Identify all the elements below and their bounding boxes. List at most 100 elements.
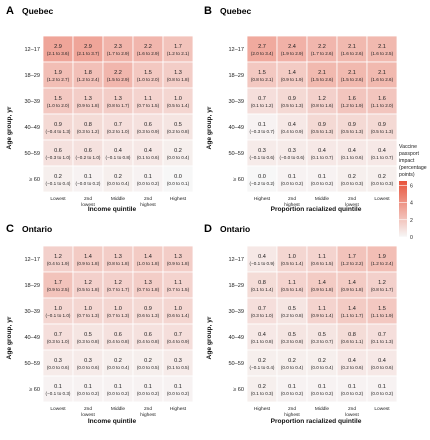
cell-ci-label: (0.4 to 0.8)	[137, 339, 160, 344]
cell-ci-label: (0.0 to 0.4)	[281, 365, 304, 370]
panel-d-heatmap: 0.4(−0.1 to 0.9)1.0(0.5 to 1.4)1.1(0.6 t…	[228, 245, 398, 418]
y-tick-label: 12–17	[24, 47, 40, 53]
cell-value-label: 1.2	[84, 280, 92, 286]
x-tick-label: highest	[140, 202, 156, 208]
heatmap-cell	[366, 349, 398, 377]
cell-value-label: 0.2	[348, 174, 356, 180]
y-tick-label: 12–17	[228, 257, 244, 263]
panel-a-title: Quebec	[22, 6, 53, 16]
cell-ci-label: (0.0 to 0.1)	[167, 181, 190, 186]
cell-value-label: 1.3	[114, 96, 122, 102]
heatmap-cell	[276, 165, 308, 193]
cell-ci-label: (2.1 to 3.6)	[47, 51, 70, 56]
cell-ci-label: (0.1 to 1.3)	[371, 339, 394, 344]
cell-value-label: 0.9	[288, 96, 296, 102]
x-tick-label: 2nd	[84, 196, 92, 202]
cell-value-label: 0.2	[378, 174, 386, 180]
cell-value-label: 1.4	[348, 280, 356, 286]
cell-value-label: 0.3	[174, 358, 182, 364]
y-tick-label: ≥ 60	[233, 177, 244, 183]
heatmap-cell	[72, 113, 104, 141]
cell-ci-label: (0.3 to 0.9)	[137, 129, 160, 134]
x-tick-label: Lowest	[50, 406, 66, 412]
x-tick-label: lowest	[81, 412, 95, 418]
cell-value-label: 0.9	[54, 122, 62, 128]
y-tick-label: 40–49	[228, 335, 244, 341]
heatmap-cell	[366, 323, 398, 351]
x-tick-label: Lowest	[374, 196, 390, 202]
x-tick-label: Highest	[170, 406, 187, 412]
cell-ci-label: (−0.2 to 1.0)	[76, 155, 101, 160]
cell-ci-label: (1.6 to 2.5)	[371, 51, 394, 56]
cell-ci-label: (−0.1 to 0.8)	[106, 155, 131, 160]
cell-value-label: 0.2	[114, 358, 122, 364]
heatmap-cell	[276, 113, 308, 141]
y-tick-label: 40–49	[24, 335, 40, 341]
x-tick-label: Middle	[111, 196, 125, 202]
heatmap-cell	[42, 297, 74, 325]
cell-value-label: 0.3	[258, 148, 266, 154]
heatmap-cell	[366, 271, 398, 299]
x-tick-label: Middle	[315, 196, 329, 202]
heatmap-cell	[366, 375, 398, 403]
heatmap-cell	[72, 375, 104, 403]
y-tick-label: 30–39	[228, 99, 244, 105]
cell-ci-label: (0.0 to 0.2)	[371, 391, 394, 396]
cell-ci-label: (1.7 to 2.6)	[311, 51, 334, 56]
x-tick-label: Highest	[170, 196, 187, 202]
heatmap-cell	[162, 323, 194, 351]
y-tick-label: ≥ 60	[233, 387, 244, 393]
cell-ci-label: (0.1 to 1.2)	[251, 103, 274, 108]
cell-value-label: 0.1	[144, 174, 152, 180]
cell-value-label: 0.2	[114, 174, 122, 180]
cell-ci-label: (0.0 to 0.2)	[107, 391, 130, 396]
cell-value-label: 2.1	[348, 70, 356, 76]
cell-ci-label: (0.9 to 1.8)	[77, 261, 100, 266]
cell-ci-label: (−0.1 to 0.4)	[46, 181, 71, 186]
cell-ci-label: (1.9 to 2.9)	[281, 51, 304, 56]
cell-ci-label: (0.1 to 0.7)	[311, 155, 334, 160]
cell-ci-label: (0.0 to 0.4)	[107, 181, 130, 186]
cell-value-label: 1.1	[174, 280, 182, 286]
heatmap-cell	[162, 297, 194, 325]
cell-value-label: 0.1	[318, 174, 326, 180]
y-tick-label: 50–59	[228, 151, 244, 157]
panel-b-heatmap: 2.7(2.0 to 3.4) 2.4(1.9 to 2.9) 2.2(1.7 to…	[228, 35, 398, 208]
heatmap-cell	[42, 375, 74, 403]
heatmap-cell	[246, 375, 278, 403]
legend-tick-label: 6	[410, 183, 413, 189]
heatmap-cell	[162, 165, 194, 193]
cell-value-label: 0.4	[258, 332, 266, 338]
cell-value-label: 1.0	[114, 306, 122, 312]
cell-ci-label: (0.0 to 0.2)	[137, 181, 160, 186]
y-tick-label: 18–29	[228, 283, 244, 289]
x-tick-label: Lowest	[50, 196, 66, 202]
y-tick-label: 50–59	[24, 151, 40, 157]
cell-value-label: 0.6	[54, 148, 62, 154]
heatmap-cell	[336, 349, 368, 377]
heatmap-cell	[132, 165, 164, 193]
x-tick-label: 2nd	[84, 406, 92, 412]
cell-value-label: 1.3	[84, 96, 92, 102]
cell-value-label: 0.2	[258, 358, 266, 364]
cell-ci-label: (1.5 to 2.6)	[311, 77, 334, 82]
cell-ci-label: (0.2 to 0.8)	[281, 313, 304, 318]
cell-value-label: 1.2	[318, 96, 326, 102]
heatmap-cell	[72, 139, 104, 167]
cell-value-label: 0.4	[114, 148, 122, 154]
panel-c-ylabel: Age group, yr	[6, 316, 13, 359]
cell-value-label: 1.5	[144, 70, 152, 76]
cell-value-label: 2.2	[318, 44, 326, 50]
x-tick-label: highest	[284, 412, 300, 418]
x-tick-label: lowest	[81, 202, 95, 208]
cell-ci-label: (0.0 to 0.6)	[371, 365, 394, 370]
cell-value-label: 1.4	[84, 254, 92, 260]
cell-ci-label: (−0.1 to 0.4)	[250, 365, 275, 370]
cell-value-label: 1.5	[378, 306, 386, 312]
cell-value-label: 1.7	[54, 280, 62, 286]
cell-value-label: 1.2	[54, 254, 62, 260]
cell-ci-label: (0.3 to 1.0)	[251, 313, 274, 318]
y-tick-label: 18–29	[24, 73, 40, 79]
legend-tick-label: 2	[410, 218, 413, 224]
cell-ci-label: (0.0 to 0.4)	[311, 365, 334, 370]
